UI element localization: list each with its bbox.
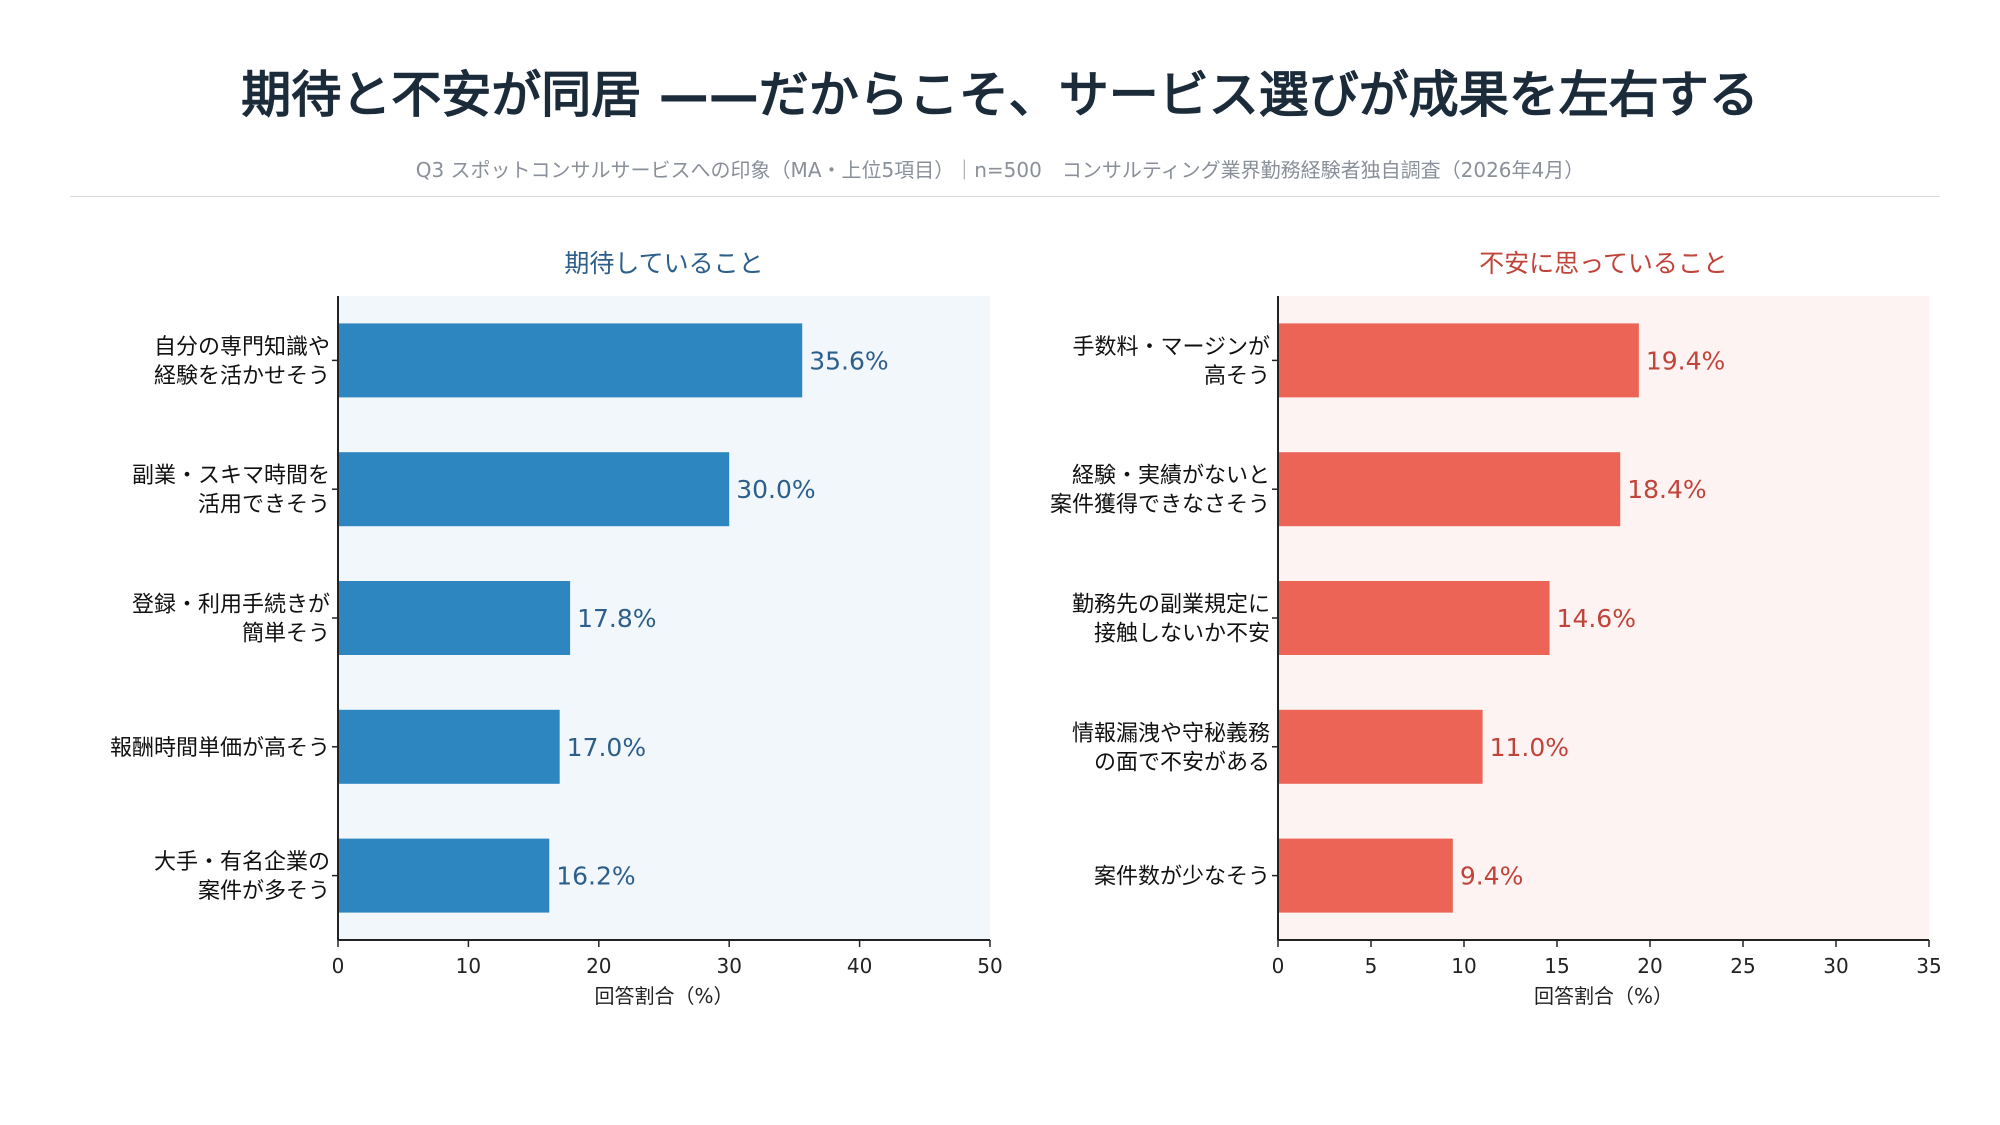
page-title: 期待と不安が同居 ——だからこそ、サービス選びが成果を左右する (241, 66, 1759, 124)
category-label-line: 大手・有名企業の (154, 850, 330, 875)
bar (1278, 838, 1453, 913)
data-label: 17.0% (567, 733, 646, 762)
x-tick-label: 0 (1272, 954, 1285, 978)
x-axis-label: 回答割合（%） (594, 984, 733, 1008)
category-label-line: 経験・実績がないと (1072, 464, 1270, 489)
category-label-line: 勤務先の副業規定に (1072, 593, 1270, 618)
x-tick-label: 35 (1916, 954, 1941, 978)
chart-0: 期待していること 35.6% 自分の専門知識や経験を活かせそう 30.0% 副業・スキマ… (110, 249, 1003, 1008)
x-tick-label: 50 (977, 954, 1002, 978)
category-label-line: 報酬時間単価が高そう (110, 736, 330, 761)
bar (1278, 581, 1550, 655)
x-tick-label: 25 (1730, 954, 1755, 978)
bar (338, 581, 571, 655)
bar (1278, 323, 1639, 398)
page-subtitle: Q3 スポットコンサルサービスへの印象（MA・上位5項目）｜n=500 コンサル… (415, 158, 1585, 182)
x-tick-label: 0 (332, 954, 345, 978)
category-label-line: 接触しないか不安 (1094, 622, 1270, 647)
data-label: 19.4% (1646, 346, 1725, 375)
bar (1278, 452, 1621, 527)
category-label-line: 自分の専門知識や (154, 335, 330, 360)
category-label-line: 情報漏洩や守秘義務 (1072, 721, 1270, 746)
category-label: 登録・利用手続きが簡単そう (132, 593, 330, 647)
category-label-line: 案件が多そう (198, 879, 330, 904)
x-tick-label: 40 (847, 954, 872, 978)
bar (338, 709, 560, 784)
data-label: 9.4% (1460, 862, 1524, 891)
chart-title: 不安に思っていること (1479, 249, 1728, 278)
x-tick-label: 30 (716, 954, 741, 978)
x-tick-label: 5 (1365, 954, 1378, 978)
chart-title: 期待していること (564, 249, 763, 278)
category-label: 経験・実績がないと案件獲得できなさそう (1050, 464, 1270, 518)
x-tick-label: 15 (1544, 954, 1569, 978)
category-label-line: 高そう (1204, 364, 1270, 389)
bar (1278, 709, 1483, 784)
category-label-line: 案件数が少なそう (1094, 865, 1270, 890)
category-label-line: 経験を活かせそう (154, 364, 330, 389)
bar (338, 323, 803, 398)
x-tick-label: 10 (1451, 954, 1476, 978)
category-label-line: 登録・利用手続きが (132, 593, 330, 618)
category-label: 報酬時間単価が高そう (110, 736, 330, 761)
category-label-line: 案件獲得できなさそう (1050, 493, 1270, 518)
category-label-line: の面で不安がある (1094, 750, 1270, 775)
data-label: 18.4% (1627, 475, 1706, 504)
x-tick-label: 10 (456, 954, 481, 978)
data-label: 17.8% (577, 604, 656, 633)
data-label: 14.6% (1557, 604, 1636, 633)
divider (70, 196, 1940, 197)
x-tick-label: 20 (1637, 954, 1662, 978)
category-label-line: 簡単そう (242, 622, 330, 647)
bar (338, 452, 730, 527)
category-label: 情報漏洩や守秘義務の面で不安がある (1072, 721, 1270, 775)
category-label: 大手・有名企業の案件が多そう (154, 850, 330, 904)
category-label: 勤務先の副業規定に接触しないか不安 (1072, 593, 1270, 647)
category-label-line: 手数料・マージンが (1072, 335, 1270, 360)
category-label-line: 副業・スキマ時間を (132, 464, 330, 489)
chart-1: 不安に思っていること 19.4% 手数料・マージンが高そう 18.4% 経験・実績がない… (1050, 249, 1942, 1008)
category-label: 案件数が少なそう (1094, 865, 1270, 890)
data-label: 16.2% (556, 862, 635, 891)
category-label: 自分の専門知識や経験を活かせそう (154, 335, 330, 389)
x-tick-label: 30 (1823, 954, 1848, 978)
data-label: 11.0% (1490, 733, 1569, 762)
x-axis-label: 回答割合（%） (1534, 984, 1673, 1008)
x-tick-label: 20 (586, 954, 611, 978)
bar (338, 838, 550, 913)
data-label: 30.0% (736, 475, 815, 504)
category-label: 手数料・マージンが高そう (1072, 335, 1270, 389)
category-label-line: 活用できそう (198, 493, 330, 518)
category-label: 副業・スキマ時間を活用できそう (132, 464, 330, 518)
data-label: 35.6% (809, 346, 888, 375)
